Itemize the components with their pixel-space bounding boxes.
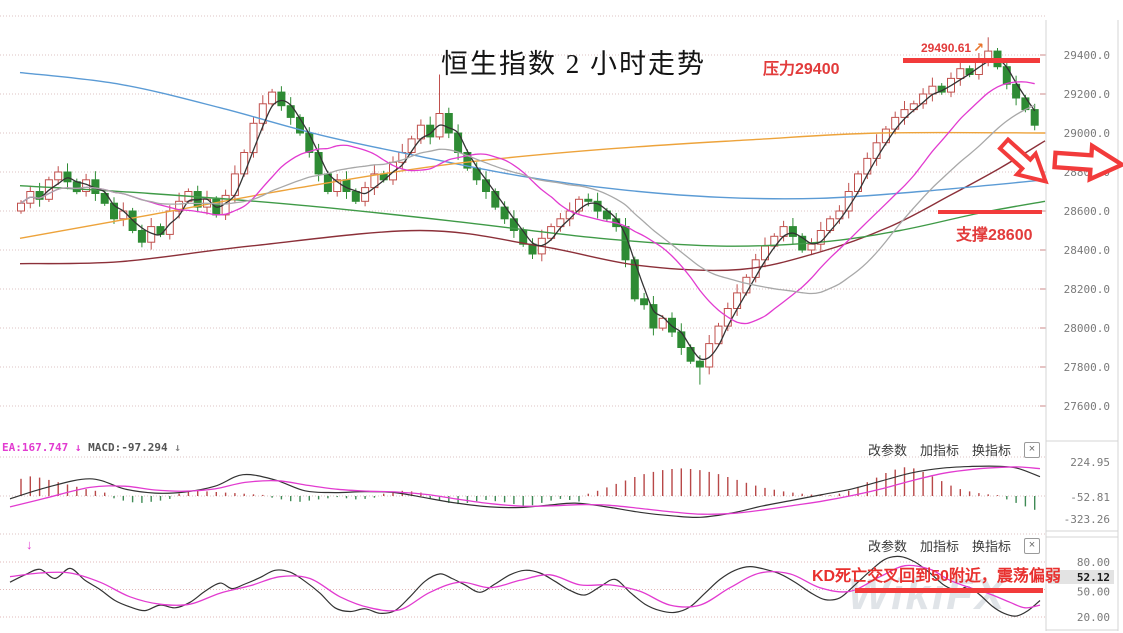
svg-text:-52.81: -52.81	[1070, 491, 1110, 504]
svg-text:29400.0: 29400.0	[1064, 49, 1110, 62]
down-right-arrow-icon	[997, 136, 1049, 185]
macd-panel: 224.95 -52.81 -323.26	[0, 456, 1110, 535]
svg-text:27600.0: 27600.0	[1064, 400, 1110, 413]
svg-text:28600.0: 28600.0	[1064, 205, 1110, 218]
change-params-button[interactable]: 改参数	[867, 443, 907, 458]
macd-value: MACD:-97.294	[88, 441, 168, 454]
svg-text:20.00: 20.00	[1077, 611, 1110, 624]
peak-price-label: 29490.61 ↗	[921, 40, 984, 56]
k-line	[9, 555, 1041, 617]
ma-mid	[20, 81, 1035, 325]
change-params-button[interactable]: 改参数	[867, 539, 907, 554]
add-indicator-button[interactable]: 加指标	[919, 539, 959, 554]
ma-blue	[19, 71, 1046, 200]
dif-line	[9, 465, 1041, 518]
down-arrow-icon: ↓	[74, 441, 82, 454]
resistance-annotation: 压力29400	[763, 61, 840, 78]
d-line	[9, 564, 1041, 612]
add-indicator-button[interactable]: 加指标	[919, 443, 959, 458]
resistance-line	[903, 58, 1040, 63]
ma-slow	[20, 104, 1035, 295]
dea-value: EA:167.747	[2, 441, 69, 454]
peak-price-value: 29490.61	[921, 41, 972, 55]
svg-text:27800.0: 27800.0	[1064, 361, 1110, 374]
svg-text:-323.26: -323.26	[1064, 513, 1110, 526]
kd-toolbar: 改参数 加指标 换指标 ×	[868, 536, 1040, 555]
svg-text:28400.0: 28400.0	[1064, 244, 1110, 257]
main-gridlines	[0, 15, 1046, 407]
switch-indicator-button[interactable]: 换指标	[971, 539, 1011, 554]
current-value-badge	[1048, 570, 1114, 584]
support-line	[938, 210, 1042, 214]
main-y-axis-labels: 29400.029200.029000.028800.028600.028400…	[1064, 49, 1110, 413]
kd-note-underline	[855, 588, 1043, 593]
direction-arrows	[997, 136, 1123, 185]
chart-title: 恒生指数 2 小时走势	[441, 49, 706, 79]
svg-text:29000.0: 29000.0	[1064, 127, 1110, 140]
macd-toolbar: 改参数 加指标 换指标 ×	[868, 440, 1040, 459]
support-annotation: 支撑28600	[956, 227, 1033, 244]
up-right-arrow-icon: ↗	[973, 40, 984, 55]
right-arrow-icon	[1052, 141, 1123, 183]
ma-lines	[19, 58, 1046, 361]
watermark: WikiFX	[848, 570, 1007, 619]
level-bars	[855, 58, 1043, 593]
ma-orange	[19, 131, 1046, 239]
down-arrow-icon: ↓	[174, 441, 181, 454]
close-macd-button[interactable]: ×	[1024, 441, 1040, 458]
dea-line	[9, 466, 1041, 515]
switch-indicator-button[interactable]: 换指标	[971, 443, 1011, 458]
svg-text:28000.0: 28000.0	[1064, 322, 1110, 335]
svg-text:50.00: 50.00	[1077, 586, 1110, 599]
kd-panel: 80.00 50.00 20.00 52.12	[0, 555, 1114, 624]
ma-fast	[20, 58, 1036, 361]
svg-text:52.12: 52.12	[1077, 571, 1110, 584]
ma-green	[19, 184, 1046, 247]
svg-text:80.00: 80.00	[1077, 556, 1110, 569]
macd-readout: EA:167.747 ↓ MACD:-97.294 ↓	[2, 441, 181, 454]
close-kd-button[interactable]: ×	[1024, 537, 1040, 554]
svg-text:28200.0: 28200.0	[1064, 283, 1110, 296]
kd-readout-arrow-icon: ↓	[26, 537, 33, 552]
svg-text:224.95: 224.95	[1070, 456, 1110, 469]
kd-note-annotation: KD死亡交叉回到50附近，震荡偏弱	[812, 568, 1061, 585]
svg-text:29200.0: 29200.0	[1064, 88, 1110, 101]
scale-column	[1045, 20, 1119, 631]
